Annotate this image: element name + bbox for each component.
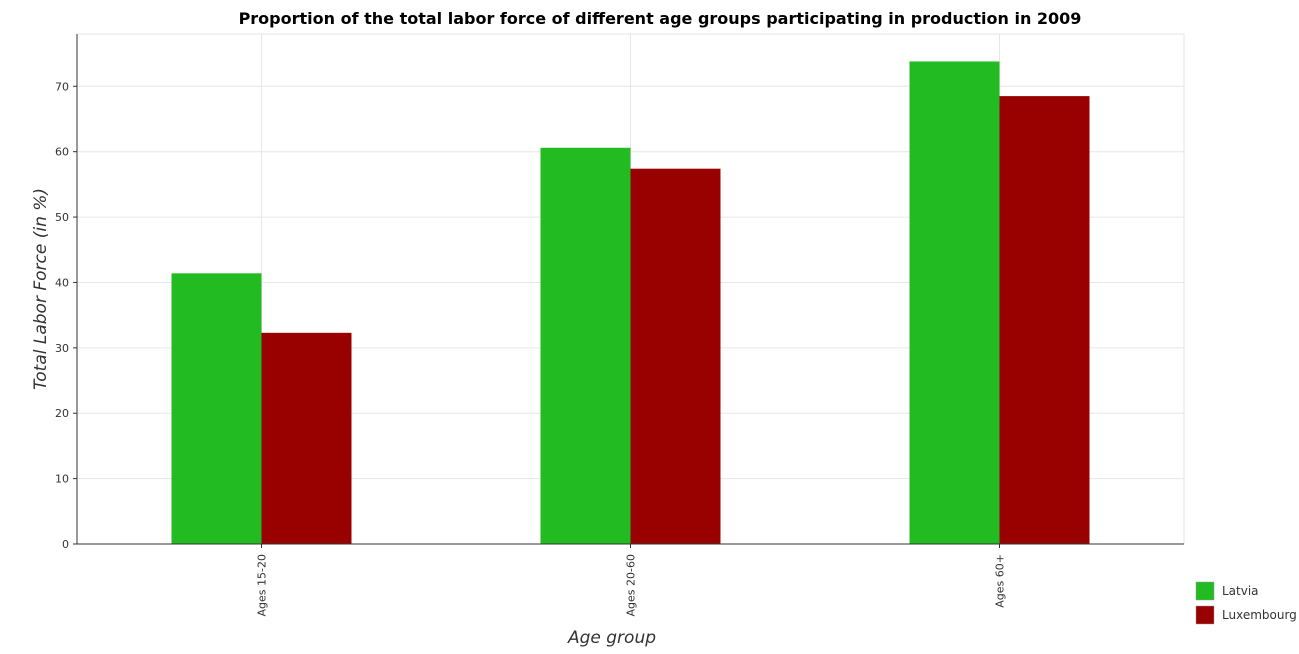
y-tick-label: 20 [55, 407, 69, 420]
chart-title: Proportion of the total labor force of d… [239, 9, 1082, 28]
bar-luxembourg-3 [999, 96, 1090, 544]
x-tick-label: Ages 15-20 [256, 554, 269, 616]
x-tick-label: Ages 60+ [994, 554, 1007, 608]
y-tick-label: 60 [55, 146, 69, 159]
y-tick-label: 10 [55, 473, 69, 486]
y-tick-label: 70 [55, 80, 69, 93]
y-tick-label: 0 [62, 538, 69, 551]
y-tick-label: 30 [55, 342, 69, 355]
y-tick-label: 40 [55, 276, 69, 289]
legend-label-latvia: Latvia [1222, 584, 1259, 598]
y-tick-label: 50 [55, 211, 69, 224]
bar-luxembourg-2 [630, 168, 721, 544]
bar-latvia-1 [171, 273, 262, 544]
x-tick-label: Ages 20-60 [625, 554, 638, 616]
legend: Latvia Luxembourg [1195, 581, 1297, 625]
bar-luxembourg-1 [261, 332, 352, 544]
legend-swatch-latvia [1195, 581, 1215, 601]
y-axis-label: Total Labor Force (in %) [31, 188, 51, 390]
bars [171, 61, 1090, 544]
legend-swatch-luxembourg [1195, 605, 1215, 625]
legend-label-luxembourg: Luxembourg [1222, 608, 1297, 622]
axes: 0 10 20 30 40 50 60 70 Ages 15-20 Ages 20-60 Ages … [55, 34, 1184, 616]
bar-latvia-3 [909, 61, 1000, 544]
x-axis-label: Age group [567, 628, 656, 648]
bar-latvia-2 [540, 147, 631, 544]
